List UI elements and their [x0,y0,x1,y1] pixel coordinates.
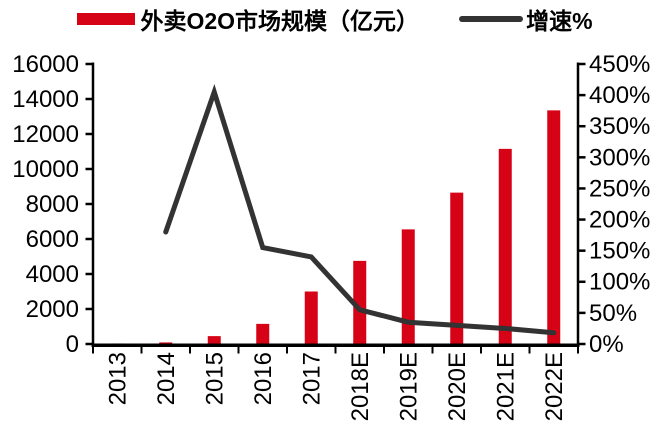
left-tick-label: 6000 [26,226,79,253]
x-category-label: 2018E [347,352,374,421]
right-tick-label: 400% [589,82,650,109]
growth-line [163,84,557,336]
legend-line-swatch [459,16,524,22]
bar-2016 [256,323,270,344]
right-tick-label: 450% [589,51,650,78]
right-tick-label: 200% [589,206,650,233]
x-category-label: 2014 [153,352,180,405]
right-tick-label: 250% [589,175,650,202]
bar-2022E [547,110,561,344]
x-category-label: 2020E [444,352,471,421]
bar-2021E [498,148,512,344]
legend-bar-label: 外卖O2O市场规模（亿元） [140,8,420,34]
x-category-label: 2016 [250,352,277,405]
x-category-label: 2019E [395,352,422,421]
bar-2018E [353,260,367,344]
x-category-label: 2022E [541,352,568,421]
right-tick-label: 150% [589,238,650,265]
right-tick-label: 0% [589,331,624,358]
left-tick-label: 10000 [12,156,79,183]
x-category-label: 2015 [201,352,228,405]
right-tick-label: 50% [589,300,637,327]
x-category-label: 2021E [492,352,519,421]
right-tick-label: 300% [589,144,650,171]
left-tick-label: 2000 [26,296,79,323]
legend: 外卖O2O市场规模（亿元） 增速% [0,2,670,36]
bar-2017 [304,291,318,344]
left-tick-label: 14000 [12,86,79,113]
x-category-label: 2013 [104,352,131,405]
right-tick-label: 350% [589,113,650,140]
right-tick-label: 100% [589,269,650,296]
left-tick-label: 8000 [26,191,79,218]
legend-line-label: 增速% [526,8,593,34]
left-tick-label: 16000 [12,51,79,78]
left-tick-label: 4000 [26,261,79,288]
bar-2019E [401,229,415,344]
legend-bar-swatch [77,13,136,25]
left-tick-label: 12000 [12,121,79,148]
x-category-label: 2017 [298,352,325,405]
left-tick-label: 0 [66,331,79,358]
bar-2014 [159,342,173,344]
bar-2015 [207,336,221,344]
bar-2020E [450,192,464,344]
